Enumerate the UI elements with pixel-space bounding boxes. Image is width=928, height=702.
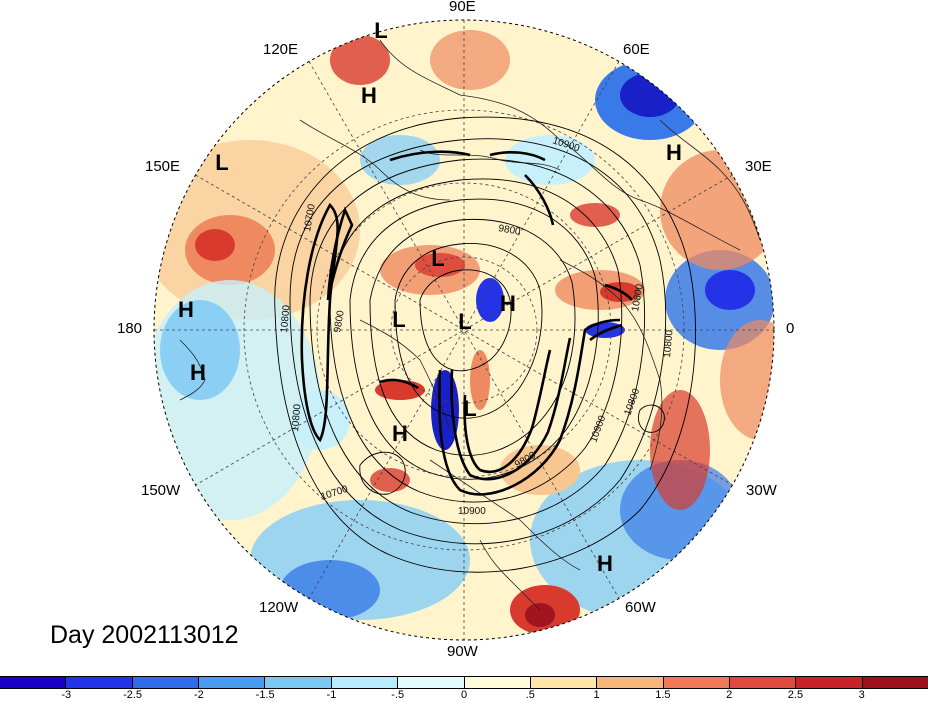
low-center-marker: L (458, 309, 472, 334)
colorbar-tick-label: 2 (726, 689, 733, 701)
jet-contours (300, 150, 633, 496)
colorbar-box (199, 677, 266, 688)
colorbar-tick-label: -2 (193, 689, 204, 701)
colorbar-box (0, 677, 67, 688)
high-center-marker: H (392, 421, 408, 446)
low-center-marker: L (463, 396, 477, 421)
longitude-label-120e: 120E (263, 41, 299, 58)
contour-label: 10800 (662, 329, 675, 358)
contour-label: 10800 (279, 304, 292, 333)
longitude-label-150e: 150E (145, 158, 181, 175)
contour-label: 9800 (497, 223, 521, 238)
longitude-label-120w: 120W (259, 599, 299, 616)
colorbar (0, 676, 928, 689)
colorbar-box (265, 677, 332, 688)
longitude-label-30w: 30W (746, 482, 777, 499)
high-center-marker: H (178, 297, 194, 322)
contour-label: 10800 (290, 403, 303, 432)
colorbar-tick-label: -1.5 (255, 689, 275, 701)
graticule (154, 20, 774, 640)
colorbar-box (597, 677, 664, 688)
longitude-label-0: 0 (786, 320, 795, 337)
longitude-label-30e: 30E (745, 158, 772, 175)
high-center-marker: H (190, 360, 206, 385)
colorbar-box (663, 677, 730, 688)
contour-label: 9800 (332, 309, 347, 333)
colorbar-box (796, 677, 863, 688)
low-center-marker: L (431, 246, 445, 271)
longitude-label-180: 180 (117, 320, 143, 337)
low-center-marker: L (392, 307, 406, 332)
colorbar-box (862, 677, 928, 688)
date-label: Day 2002113012 (50, 621, 239, 649)
low-center-marker: L (215, 150, 229, 175)
colorbar-box (729, 677, 797, 688)
contour-label: 10900 (458, 506, 486, 517)
colorbar-tick-label: -3 (61, 689, 72, 701)
longitude-label-60e: 60E (623, 41, 650, 58)
colorbar-box (530, 677, 598, 688)
colorbar-tick-label: 1.5 (655, 689, 671, 701)
longitude-label-150w: 150W (141, 482, 181, 499)
longitude-label-90w: 90W (447, 643, 478, 660)
colorbar-box (331, 677, 399, 688)
colorbar-box (66, 677, 133, 688)
high-center-marker: H (666, 140, 682, 165)
colorbar-tick-label: 3 (858, 689, 865, 701)
high-center-marker: H (500, 291, 516, 316)
colorbar-tick-label: 2.5 (787, 689, 804, 701)
colorbar-tick-label: -2.5 (123, 689, 143, 701)
high-center-marker: H (361, 83, 377, 108)
map-border (153, 19, 775, 641)
colorbar-tick-label: .5 (525, 689, 535, 701)
colorbar-tick-label: 0 (460, 689, 468, 701)
colorbar-tick-label: 1 (593, 689, 600, 701)
low-center-marker: L (374, 18, 388, 43)
longitude-label-60w: 60W (625, 599, 656, 616)
height-contours (274, 116, 696, 573)
colorbar-box (398, 677, 465, 688)
contour-label: 10800 (630, 283, 646, 313)
high-center-marker: H (597, 551, 613, 576)
colorbar-tick-label: -1 (326, 689, 337, 701)
contour-label: 10700 (302, 203, 318, 233)
colorbar-box (464, 677, 531, 688)
longitude-label-90e: 90E (449, 0, 476, 15)
colorbar-box (132, 677, 200, 688)
colorbar-tick-label: -.5 (391, 689, 405, 701)
